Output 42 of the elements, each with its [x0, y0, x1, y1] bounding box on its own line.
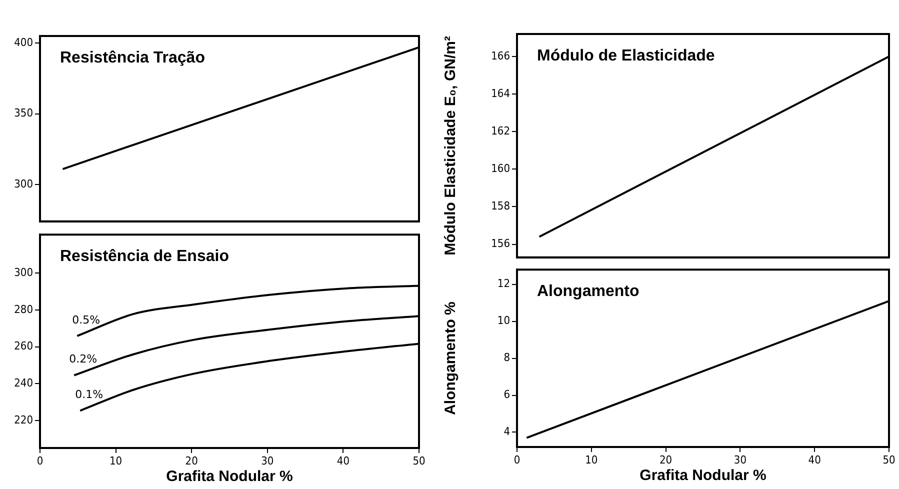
y-tick-label: 220 — [14, 413, 33, 426]
y-tick-label: 280 — [14, 302, 33, 316]
y-tick-label: 158 — [491, 200, 510, 213]
text: Resistência Tração — [60, 49, 206, 66]
x-tick-label: 40 — [336, 454, 350, 468]
y-tick-label: 6 — [504, 388, 510, 402]
series-label: 0.5% — [72, 313, 100, 326]
y-tick-label: 166 — [491, 49, 510, 62]
y-tick-label: 162 — [491, 124, 510, 138]
x-tick-label: 50 — [882, 453, 896, 466]
x-tick-label: 10 — [110, 454, 122, 468]
text: Alongamento — [537, 283, 640, 300]
x-tick-label: 30 — [734, 453, 746, 466]
y-tick-label: 300 — [14, 177, 33, 190]
series-label: 0.1% — [75, 388, 104, 402]
y-tick-label: 240 — [14, 376, 33, 390]
x-tick-label: 0 — [514, 453, 520, 466]
x-tick-label: 40 — [808, 453, 821, 466]
y-tick-label: 164 — [491, 86, 510, 100]
y-tick-label: 4 — [504, 425, 510, 438]
x-tick-label: 10 — [585, 453, 598, 466]
y-tick-label: 156 — [491, 237, 510, 250]
y-tick-label: 8 — [504, 351, 510, 364]
y-tick-label: 350 — [14, 106, 33, 120]
y-tick-label: 260 — [14, 340, 33, 353]
text: Resistência de Ensaio — [60, 248, 230, 266]
y-tick-label: 160 — [491, 162, 510, 176]
x-tick-label: 0 — [36, 454, 44, 468]
y-tick-label: 300 — [14, 266, 33, 280]
x-tick-label: 30 — [261, 454, 274, 468]
text: Módulo de Elasticidade — [537, 47, 715, 64]
x-axis-title: Grafita Nodular % — [166, 468, 293, 486]
x-tick-label: 20 — [660, 453, 672, 466]
x-tick-label: 20 — [185, 454, 198, 468]
y-tick-label: 400 — [14, 36, 33, 49]
y-axis-title: Módulo Elasticidade E₀, GN/m² — [442, 36, 460, 256]
x-tick-label: 50 — [412, 454, 426, 468]
series-label: 0.2% — [69, 352, 98, 366]
y-tick-label: 12 — [497, 277, 510, 290]
y-tick-label: 10 — [497, 314, 510, 328]
x-axis-title: Grafita Nodular % — [640, 467, 766, 484]
y-axis-title: Alongamento % — [442, 302, 460, 415]
